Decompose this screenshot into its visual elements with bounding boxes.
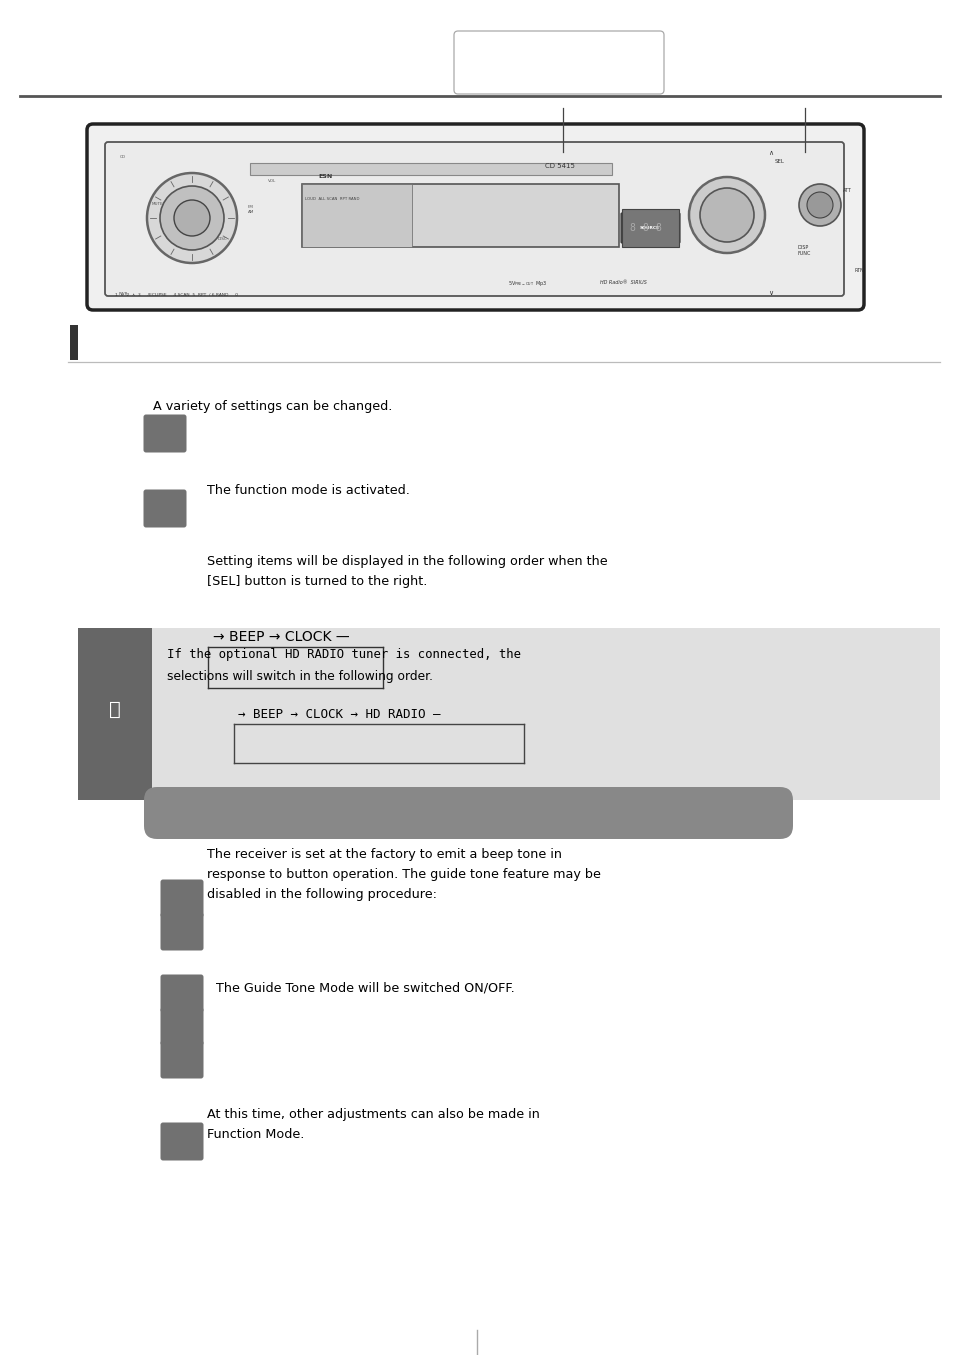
Text: → BEEP → CLOCK → HD RADIO —: → BEEP → CLOCK → HD RADIO — — [237, 709, 440, 721]
Bar — [78, 627, 152, 799]
Text: 8: 8 — [655, 224, 660, 233]
Text: ATT: ATT — [842, 188, 851, 192]
Text: Setting items will be displayed in the following order when the: Setting items will be displayed in the f… — [207, 556, 607, 568]
FancyBboxPatch shape — [160, 1008, 203, 1046]
Circle shape — [806, 192, 832, 218]
Text: The Guide Tone Mode will be switched ON/OFF.: The Guide Tone Mode will be switched ON/… — [215, 982, 515, 995]
Text: The receiver is set at the factory to emit a beep tone in: The receiver is set at the factory to em… — [207, 848, 561, 860]
FancyBboxPatch shape — [160, 1041, 203, 1079]
Text: 5V$_{\rm PRE-OUT}$  Mp3: 5V$_{\rm PRE-OUT}$ Mp3 — [507, 279, 547, 289]
Text: DISC: DISC — [218, 237, 228, 241]
Text: 8: 8 — [641, 224, 647, 233]
Text: selections will switch in the following order.: selections will switch in the following … — [167, 669, 433, 683]
FancyBboxPatch shape — [160, 1122, 203, 1160]
Bar — [250, 163, 612, 175]
Circle shape — [160, 186, 224, 251]
Text: DISP
FUNC: DISP FUNC — [797, 245, 810, 256]
FancyBboxPatch shape — [105, 142, 843, 295]
Bar — [70, 325, 78, 360]
FancyBboxPatch shape — [143, 489, 186, 527]
Text: disabled in the following procedure:: disabled in the following procedure: — [207, 888, 436, 901]
FancyBboxPatch shape — [143, 415, 186, 453]
Text: FM
AM: FM AM — [248, 206, 254, 214]
Text: ESN: ESN — [317, 173, 332, 179]
Circle shape — [799, 184, 841, 226]
FancyBboxPatch shape — [160, 974, 203, 1012]
Bar — [302, 184, 412, 247]
Text: MUTE: MUTE — [152, 202, 164, 206]
Text: 1  ∨  2  ∧  3     /ECLIPSE     4 SCAN  5  RPT  / 6 RAND     0: 1 ∨ 2 ∧ 3 /ECLIPSE 4 SCAN 5 RPT / 6 RAND… — [115, 293, 237, 297]
Text: CD 5415: CD 5415 — [544, 163, 575, 169]
Text: ∨: ∨ — [767, 290, 773, 295]
FancyBboxPatch shape — [454, 31, 663, 93]
FancyBboxPatch shape — [160, 912, 203, 950]
FancyBboxPatch shape — [87, 125, 863, 310]
Text: 8: 8 — [628, 224, 635, 233]
Text: SOURCE: SOURCE — [639, 226, 659, 230]
Circle shape — [688, 178, 764, 253]
FancyBboxPatch shape — [144, 787, 792, 839]
FancyBboxPatch shape — [620, 213, 679, 243]
Text: The function mode is activated.: The function mode is activated. — [207, 484, 410, 497]
Bar — [621, 209, 679, 247]
Text: RTN: RTN — [854, 268, 863, 272]
Text: 📖: 📖 — [109, 699, 121, 718]
Text: HD Radio®  SIRIUS: HD Radio® SIRIUS — [599, 280, 646, 285]
Text: Function Mode.: Function Mode. — [207, 1127, 304, 1141]
Text: [SEL] button is turned to the right.: [SEL] button is turned to the right. — [207, 575, 427, 588]
Text: VOL: VOL — [268, 179, 276, 183]
Circle shape — [173, 201, 210, 236]
FancyBboxPatch shape — [160, 879, 203, 917]
Text: → BEEP → CLOCK —: → BEEP → CLOCK — — [213, 630, 349, 644]
Circle shape — [147, 173, 236, 263]
Text: If the optional HD RADIO tuner is connected, the: If the optional HD RADIO tuner is connec… — [167, 648, 520, 661]
Bar — [302, 184, 618, 247]
Text: PWR: PWR — [119, 291, 129, 295]
Text: CD: CD — [120, 154, 126, 159]
Circle shape — [700, 188, 753, 243]
Text: LOUD  ALL SCAN  RPT RAND: LOUD ALL SCAN RPT RAND — [305, 196, 359, 201]
Bar — [78, 627, 939, 799]
Text: ∧: ∧ — [767, 150, 773, 156]
Text: At this time, other adjustments can also be made in: At this time, other adjustments can also… — [207, 1108, 539, 1121]
Text: A variety of settings can be changed.: A variety of settings can be changed. — [152, 400, 392, 413]
Text: response to button operation. The guide tone feature may be: response to button operation. The guide … — [207, 869, 600, 881]
Text: SEL: SEL — [774, 159, 784, 164]
